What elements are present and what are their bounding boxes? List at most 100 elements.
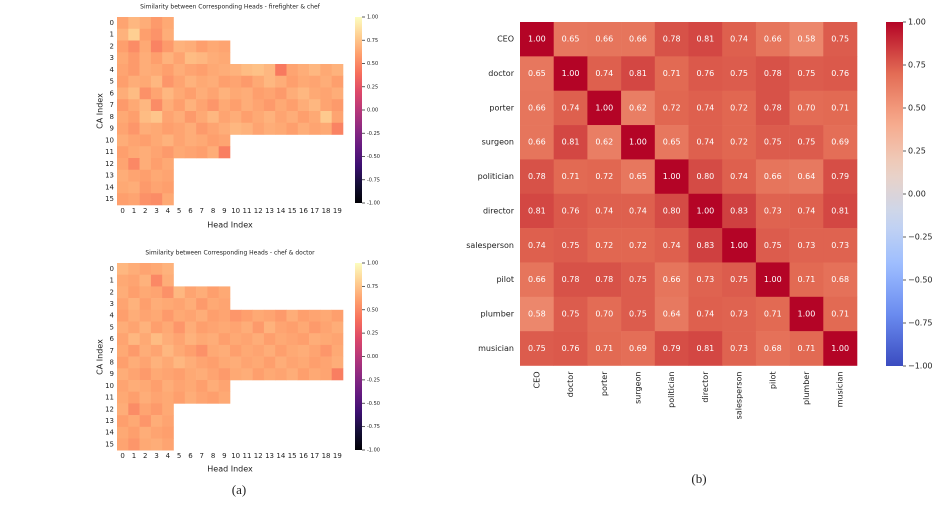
cell-label: 0.76 <box>831 69 849 78</box>
heatmap-cell <box>150 75 163 88</box>
heatmap-cell <box>150 263 163 275</box>
heatmap-cell <box>184 380 197 392</box>
heatmap-cell <box>823 193 858 229</box>
heatmap-cell <box>150 181 163 194</box>
heatmap-cell <box>286 99 299 112</box>
cell-label: 0.81 <box>831 206 849 215</box>
cell-label: 0.79 <box>663 344 681 353</box>
y-tick-label: salesperson <box>466 241 514 250</box>
heatmap-cell <box>275 99 287 112</box>
heatmap-cell <box>654 193 689 229</box>
heatmap-cell <box>117 403 129 416</box>
heatmap-cell <box>150 309 163 322</box>
heatmap-cell <box>252 75 265 88</box>
heatmap-cell <box>688 331 723 366</box>
heatmap-cell <box>722 22 757 57</box>
y-tick-label: plumber <box>481 309 515 318</box>
heatmap-cell <box>755 90 790 126</box>
heatmap-cell <box>117 122 129 135</box>
x-tick-label: 19 <box>333 452 342 460</box>
y-tick-label: CEO <box>497 35 514 44</box>
heatmap-cell <box>309 64 321 77</box>
cell-label: 0.68 <box>764 344 782 353</box>
heatmap-cell <box>789 331 824 366</box>
heatmap-cell <box>207 52 219 65</box>
heatmap-cell <box>297 321 310 334</box>
heatmap-cell <box>520 90 554 126</box>
y-tick-label: director <box>483 206 515 215</box>
heatmap-cell <box>823 22 858 57</box>
cell-label: 0.73 <box>730 309 748 318</box>
heatmap-cell <box>162 28 174 41</box>
y-tick-label: 8 <box>110 113 114 121</box>
heatmap-cell <box>309 321 321 334</box>
heatmap-cell <box>320 368 332 381</box>
heatmap-cell <box>331 368 344 381</box>
heatmap-cell <box>162 122 174 135</box>
heatmap-cell <box>309 122 321 135</box>
heatmap-cell <box>139 333 152 346</box>
heatmap-cell <box>162 64 174 77</box>
heatmap-cell <box>286 64 299 77</box>
heatmap-cell <box>722 90 757 126</box>
cell-label: 0.58 <box>798 35 816 44</box>
y-tick-label: 6 <box>110 335 115 343</box>
heatmap-cell <box>162 356 174 369</box>
cell-label: 0.78 <box>764 103 782 112</box>
x-tick-label: 0 <box>120 452 124 460</box>
heatmap-cell <box>309 87 321 100</box>
heatmap-cell <box>139 380 152 392</box>
heatmap-cell <box>230 111 242 124</box>
heatmap-cell <box>263 333 276 346</box>
cell-label: 1.00 <box>764 275 782 284</box>
y-tick-label: 4 <box>110 312 115 320</box>
heatmap-cell <box>218 368 231 381</box>
heatmap-cell <box>520 193 554 229</box>
heatmap-cell <box>263 122 276 135</box>
cell-label: 0.72 <box>730 103 748 112</box>
heatmap-cell <box>755 228 790 263</box>
heatmap-cell <box>150 158 163 171</box>
cell-label: 1.00 <box>663 172 681 181</box>
heatmap-cell <box>320 309 332 322</box>
heatmap-cell <box>150 99 163 112</box>
heatmap-cell <box>196 99 208 112</box>
cell-label: 0.78 <box>663 35 681 44</box>
heatmap-cell <box>184 368 197 381</box>
cell-label: 1.00 <box>831 344 849 353</box>
chart-title: Similarity between Corresponding Heads -… <box>140 4 321 11</box>
heatmap-cell <box>196 87 208 100</box>
colorbar-tick-label: 0.25 <box>367 331 378 337</box>
heatmap-cell <box>150 169 163 182</box>
heatmap-cell <box>553 331 588 366</box>
heatmap-cell <box>823 125 858 160</box>
colorbar <box>886 22 903 366</box>
heatmap-cell <box>331 87 344 100</box>
heatmap-cell <box>128 17 140 30</box>
heatmap-cell <box>162 426 174 439</box>
y-tick-label: 0 <box>110 265 114 273</box>
heatmap-cell <box>331 344 344 357</box>
x-tick-label: 17 <box>310 207 319 215</box>
cell-label: 0.74 <box>730 172 748 181</box>
heatmap-cell <box>218 87 231 100</box>
x-tick-label: 8 <box>211 207 215 215</box>
heatmap-cell <box>139 181 152 194</box>
heatmap-cell <box>173 380 186 392</box>
cell-label: 0.73 <box>831 241 849 250</box>
heatmap-cell <box>162 87 174 100</box>
y-tick-label: 10 <box>105 382 114 390</box>
heatmap-cell <box>173 298 186 311</box>
heatmap-cell <box>196 64 208 77</box>
heatmap-cell <box>230 309 242 322</box>
heatmap-cell <box>162 438 174 451</box>
heatmap-cell <box>162 263 174 275</box>
heatmap-cell <box>184 64 197 77</box>
cell-label: 0.75 <box>629 309 647 318</box>
heatmap-cell <box>150 286 163 299</box>
heatmap-cell <box>162 274 174 287</box>
heatmap-cell <box>150 333 163 346</box>
y-tick-label: 7 <box>110 101 114 109</box>
heatmap-cell <box>331 356 344 369</box>
heatmap-cell <box>150 391 163 404</box>
